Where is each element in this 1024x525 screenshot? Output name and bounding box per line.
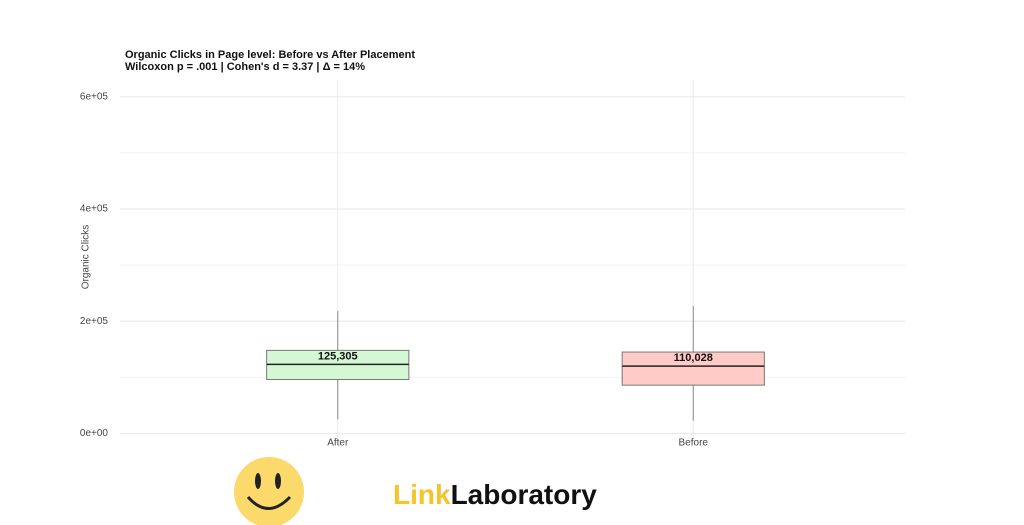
brand-logo: LinkLaboratory — [393, 479, 597, 510]
box — [621, 351, 765, 386]
chart-subtitle: Wilcoxon p = .001 | Cohen's d = 3.37 | Δ… — [125, 61, 365, 73]
y-axis-label: Organic Clicks — [81, 225, 92, 289]
smiley-logo — [234, 457, 304, 525]
y-tick-label: 6e+05 — [80, 91, 109, 102]
value-label: 125,305 — [318, 350, 358, 362]
chart-title: Organic Clicks in Page level: Before vs … — [125, 49, 415, 61]
y-tick-label: 2e+05 — [80, 316, 109, 327]
value-label: 110,028 — [674, 352, 713, 364]
x-tick-label: Before — [679, 438, 709, 449]
brand-part: Link — [393, 479, 451, 510]
brand-part: Laboratory — [451, 479, 598, 510]
y-tick-label: 0e+00 — [80, 428, 109, 439]
y-tick-label: 4e+05 — [80, 204, 109, 215]
x-tick-label: After — [327, 438, 349, 449]
